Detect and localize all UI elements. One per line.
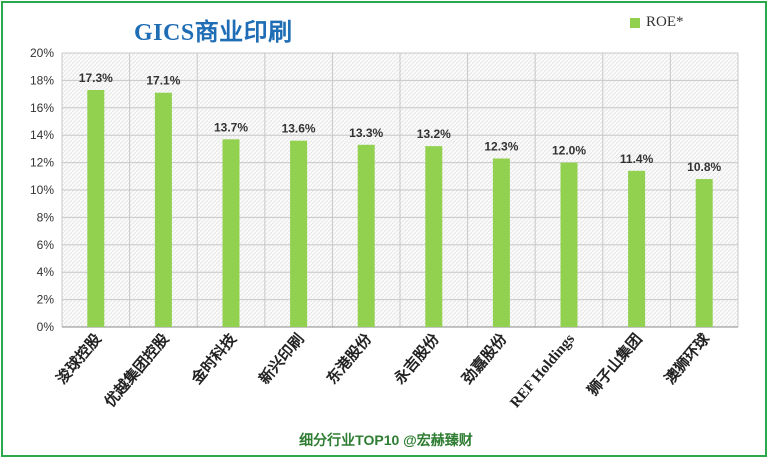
y-tick-label: 20% <box>30 46 54 60</box>
bar <box>560 162 578 327</box>
y-tick-label: 4% <box>37 265 55 279</box>
data-label: 10.8% <box>687 160 721 174</box>
data-label: 17.1% <box>146 74 180 88</box>
category-label: 金时科技 <box>187 329 241 388</box>
data-label: 13.7% <box>214 120 248 134</box>
bar <box>290 140 308 327</box>
category-label: 狮子山集团 <box>583 330 646 400</box>
footer-caption: 细分行业TOP10 @宏赫臻财 <box>299 432 473 448</box>
legend-label: ROE* <box>646 14 684 30</box>
category-label: 澳狮环球 <box>661 329 714 387</box>
y-tick-label: 14% <box>30 128 54 142</box>
data-label: 13.3% <box>349 126 383 140</box>
bar <box>695 179 713 327</box>
bar <box>425 146 443 327</box>
legend-swatch <box>630 17 640 28</box>
y-tick-label: 18% <box>30 73 54 87</box>
legend: ROE* <box>630 14 684 31</box>
y-tick-label: 12% <box>30 156 54 170</box>
bar <box>628 170 646 327</box>
data-label: 17.3% <box>79 71 113 85</box>
chart-title: GICS商业印刷 <box>134 20 293 46</box>
data-label: 12.3% <box>484 139 518 153</box>
data-label: 13.6% <box>282 122 316 136</box>
category-label: REF Holdings <box>507 331 578 411</box>
data-label: 13.2% <box>417 127 451 141</box>
y-tick-label: 8% <box>37 210 55 224</box>
y-tick-label: 16% <box>30 101 54 115</box>
category-label: 永吉股份 <box>390 329 444 388</box>
bar <box>492 158 510 327</box>
y-tick-label: 2% <box>37 293 55 307</box>
category-label: 劲嘉股份 <box>458 329 511 387</box>
category-label: 新兴印刷 <box>255 330 307 388</box>
bar <box>87 89 105 328</box>
bar <box>222 139 240 327</box>
data-label: 12.0% <box>552 144 586 158</box>
category-label: 东港股份 <box>323 329 376 387</box>
data-label: 11.4% <box>620 152 654 166</box>
y-tick-label: 10% <box>30 183 54 197</box>
y-tick-label: 6% <box>37 238 55 252</box>
category-label: 浚球控股 <box>52 329 105 387</box>
category-label: 优越集团控股 <box>101 329 173 410</box>
bar <box>154 92 172 327</box>
bar <box>357 144 375 327</box>
y-tick-label: 0% <box>37 320 55 334</box>
